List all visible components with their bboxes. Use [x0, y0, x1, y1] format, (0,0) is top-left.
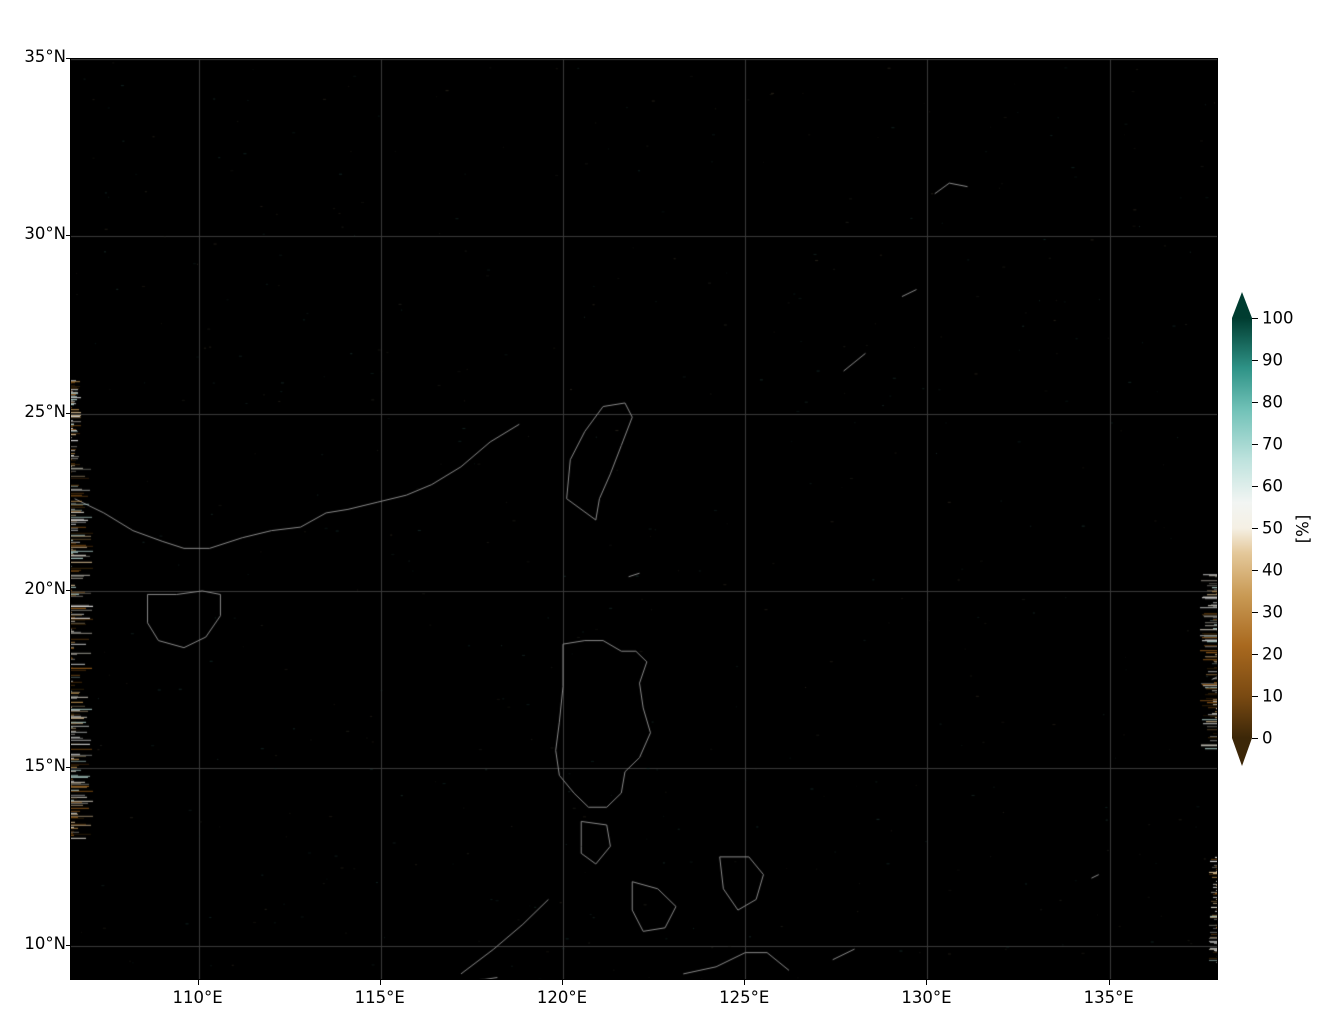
x-axis-tick-label: 110°E [172, 988, 223, 1007]
colorbar[interactable] [1232, 292, 1252, 766]
x-axis-tick-mark [926, 980, 928, 985]
y-axis-tick-label: 35°N [24, 47, 66, 66]
colorbar-tick-label: 60 [1262, 476, 1283, 496]
colorbar-tick-mark [1252, 360, 1258, 361]
x-axis-tick-label: 115°E [354, 988, 405, 1007]
y-axis-tick-label: 25°N [24, 401, 66, 421]
colorbar-tick-label: 30 [1262, 602, 1283, 622]
y-axis-tick-label: 20°N [24, 578, 66, 598]
colorbar-tick-label: 10 [1262, 686, 1283, 706]
colorbar-tick-mark [1252, 696, 1258, 697]
colorbar-tick-mark [1252, 738, 1258, 739]
x-axis-tick-label: 120°E [536, 988, 588, 1007]
colorbar-tick-label: 0 [1262, 728, 1273, 748]
colorbar-tick-label: 80 [1262, 392, 1283, 412]
colorbar-extend-max-arrow-icon [1232, 292, 1252, 318]
y-axis-tick-mark [66, 235, 71, 237]
x-axis-tick-mark [1108, 980, 1110, 985]
x-axis-tick-mark [197, 980, 199, 985]
colorbar-tick-mark [1252, 528, 1258, 529]
colorbar-tick-mark [1252, 318, 1258, 319]
colorbar-tick-mark [1252, 570, 1258, 571]
colorbar-tick-mark [1252, 654, 1258, 655]
y-axis-tick-mark [66, 944, 71, 946]
colorbar-unit-label: [%] [1293, 514, 1313, 544]
x-axis-tick-label: 125°E [719, 988, 770, 1007]
colorbar-tick-label: 100 [1262, 308, 1294, 328]
y-axis-tick-mark [66, 589, 71, 591]
y-axis-tick-mark [66, 767, 71, 769]
colorbar-tick-mark [1252, 612, 1258, 613]
colorbar-tick-label: 40 [1262, 560, 1283, 580]
y-axis-tick-label: 15°N [24, 756, 66, 776]
colorbar-extend-min-arrow-icon [1232, 738, 1252, 766]
map-canvas [71, 59, 1217, 979]
colorbar-tick-mark [1252, 444, 1258, 445]
map-axes[interactable] [70, 58, 1218, 980]
x-axis-tick-label: 135°E [1083, 988, 1134, 1007]
colorbar-tick-mark [1252, 402, 1258, 403]
y-axis-tick-mark [66, 412, 71, 414]
y-axis-tick-mark [66, 58, 71, 59]
y-axis-tick-label: 10°N [24, 933, 66, 953]
colorbar-tick-label: 50 [1262, 518, 1283, 538]
x-axis-tick-mark [744, 980, 746, 985]
colorbar-tick-label: 90 [1262, 350, 1283, 370]
x-axis-tick-label: 130°E [901, 988, 952, 1007]
x-axis-tick-mark [562, 980, 563, 985]
y-axis-tick-label: 30°N [24, 224, 66, 244]
colorbar-tick-label: 20 [1262, 644, 1283, 664]
x-axis-tick-mark [379, 980, 381, 985]
colorbar-gradient [1232, 318, 1252, 738]
colorbar-tick-mark [1252, 486, 1258, 487]
colorbar-tick-label: 70 [1262, 434, 1283, 454]
